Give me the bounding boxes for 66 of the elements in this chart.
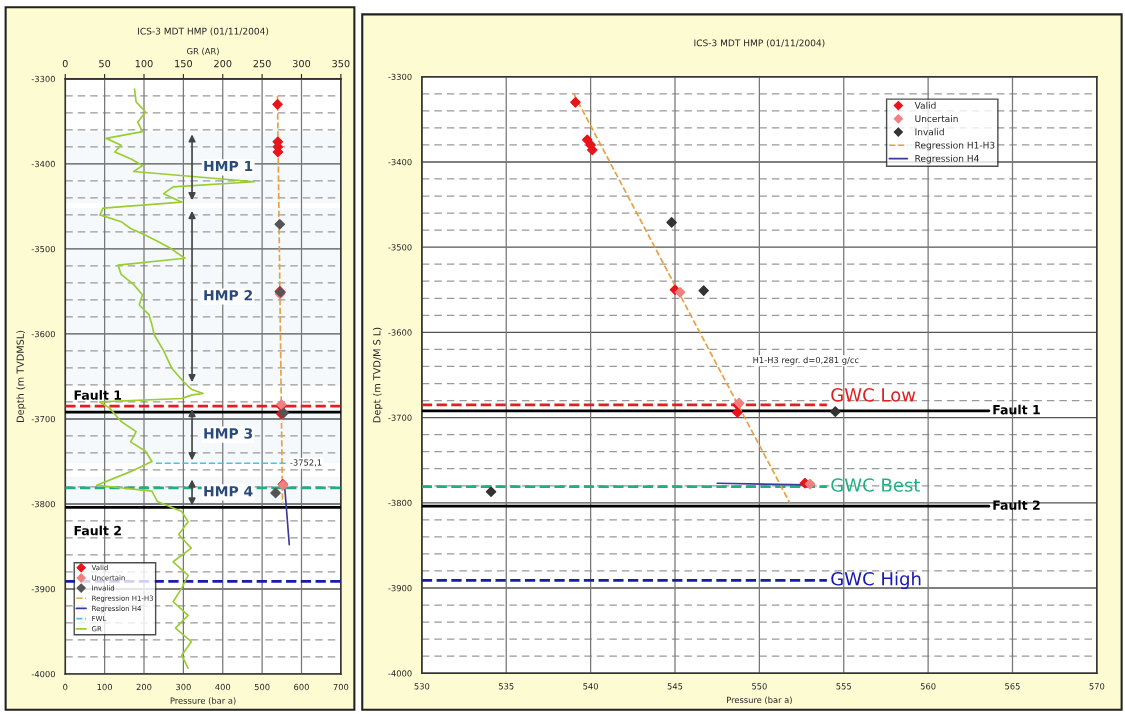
x2-axis-title: GR (AR) [187, 47, 219, 56]
chart-title: ICS-3 MDT HMP (01/11/2004) [694, 39, 825, 48]
x-axis-title: Pressure (bar a) [727, 696, 792, 705]
y-tick-label: -3500 [388, 244, 412, 251]
x-tick-label: 565 [1005, 683, 1020, 690]
y-tick-label: -3800 [31, 500, 55, 508]
y-tick-label: -3400 [31, 160, 55, 168]
x-tick-label: 570 [1089, 683, 1105, 690]
ref-line-label: GWC Low [831, 388, 916, 402]
y-tick-label: -3900 [388, 585, 412, 592]
x-tick-label: 560 [920, 683, 936, 690]
y-axis-title: Depth (m TVDMSL) [16, 330, 26, 422]
x-axis-title: Pressure (bar a) [170, 697, 236, 705]
x2-tick-label: 50 [99, 59, 111, 68]
y-tick-label: -3300 [31, 75, 55, 83]
ref-line-label: GWC High [831, 571, 921, 590]
x-tick-label: 600 [294, 683, 309, 691]
x-tick-label: 545 [667, 683, 683, 690]
x-tick-label: 700 [333, 683, 349, 691]
x-tick-label: 535 [498, 683, 514, 690]
x-tick-label: 300 [176, 683, 191, 691]
y-axis-title: Dept (m TVD/M S L) [372, 327, 383, 423]
legend-label: Regression H4 [915, 154, 979, 164]
x-tick-label: 555 [836, 683, 851, 690]
legend-label: Valid [914, 101, 936, 109]
x2-tick-label: 350 [332, 59, 350, 68]
y-tick-label: -3800 [388, 499, 412, 507]
y-tick-label: -3400 [388, 158, 412, 166]
y-tick-label: -3700 [388, 414, 412, 421]
band-label: HMP 3 [204, 428, 253, 439]
ref-line-label: GWC Best [831, 478, 920, 492]
x-tick-label: 0 [63, 683, 68, 691]
band-label: HMP 4 [204, 486, 253, 497]
band-label: HMP 2 [204, 290, 252, 301]
x-tick-label: 400 [215, 683, 231, 691]
x2-tick-label: 250 [253, 59, 271, 68]
legend-label: Uncertain [915, 115, 958, 123]
x-tick-label: 550 [752, 683, 767, 690]
y-tick-label: -3300 [388, 73, 412, 80]
x2-tick-label: 200 [214, 59, 232, 68]
y-tick-label: -3900 [31, 585, 55, 593]
ref-line-label: Fault 2 [74, 525, 121, 536]
x-tick-label: 500 [254, 683, 270, 691]
annotation: -3752,1 [290, 459, 322, 467]
y-tick-label: -3500 [31, 245, 55, 253]
ref-line-label: Fault 1 [993, 404, 1040, 415]
y-tick-label: -4000 [31, 670, 55, 678]
y-tick-label: -3700 [31, 415, 55, 423]
x-tick-label: 100 [97, 683, 113, 691]
annotation: H1-H3 regr. d=0,281 g/cc [753, 356, 859, 365]
x2-tick-label: 150 [175, 59, 193, 68]
legend-label: Invalid [915, 128, 944, 136]
x-tick-label: 200 [136, 683, 152, 691]
chart-title: ICS-3 MDT HMP (01/11/2004) [138, 27, 269, 36]
y-tick-label: -3600 [388, 329, 412, 336]
x-tick-label: 530 [414, 683, 430, 690]
band-label: HMP 1 [204, 160, 253, 172]
y-tick-label: -4000 [388, 670, 412, 677]
x-tick-label: 540 [583, 683, 599, 690]
x2-tick-label: 300 [292, 59, 311, 68]
ref-line-label: Fault 2 [993, 500, 1040, 510]
ref-line-label: Fault 1 [74, 390, 122, 400]
y-tick-label: -3600 [31, 330, 55, 338]
x2-tick-label: 0 [62, 59, 68, 68]
legend-label: Regression H1-H3 [915, 141, 995, 151]
x2-tick-label: 100 [135, 59, 153, 68]
